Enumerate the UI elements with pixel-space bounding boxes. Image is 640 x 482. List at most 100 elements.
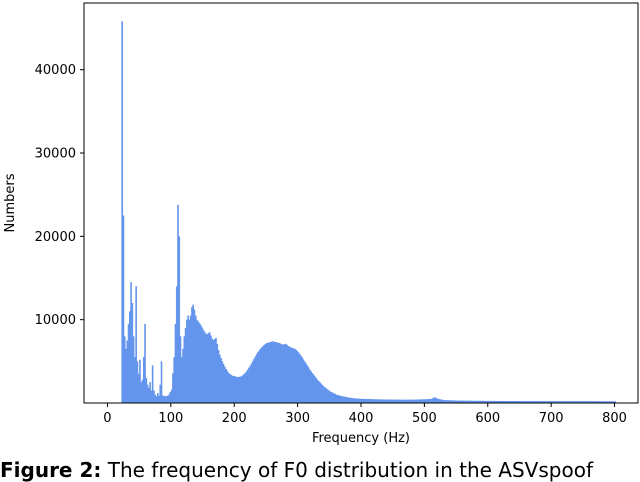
histogram-bar xyxy=(129,311,131,403)
histogram-bar xyxy=(276,342,278,403)
histogram-bar xyxy=(608,401,610,403)
histogram-bar xyxy=(344,396,347,403)
histogram-bar xyxy=(134,357,136,403)
histogram-bar xyxy=(442,399,444,403)
histogram-bar xyxy=(425,399,428,403)
histogram-bar xyxy=(333,393,335,403)
histogram-bar xyxy=(197,321,200,403)
histogram-bar xyxy=(575,401,577,403)
histogram-bar xyxy=(567,401,570,403)
histogram-bar xyxy=(513,401,515,403)
histogram-bar xyxy=(314,376,316,403)
histogram-bar xyxy=(386,399,388,403)
histogram-bar xyxy=(519,401,522,403)
histogram-bar xyxy=(459,400,462,403)
histogram-bar xyxy=(430,398,433,403)
histogram-bar xyxy=(200,325,202,403)
histogram-bar xyxy=(594,401,596,403)
x-tick-label: 300 xyxy=(285,411,310,426)
histogram-bar xyxy=(246,369,249,403)
histogram-bar xyxy=(137,373,140,403)
histogram-bar xyxy=(234,376,236,403)
histogram-bar xyxy=(431,398,434,403)
histogram-bar xyxy=(123,336,126,403)
histogram-bar xyxy=(167,395,169,403)
x-tick-label: 500 xyxy=(412,411,437,426)
histogram-bar xyxy=(409,399,411,403)
histogram-bar xyxy=(139,359,141,403)
histogram-bar xyxy=(283,344,286,403)
histogram-bar xyxy=(316,379,319,403)
histogram-bar xyxy=(325,388,328,403)
histogram-bar xyxy=(415,399,418,403)
histogram-bar xyxy=(153,390,155,403)
histogram-bar xyxy=(530,401,533,403)
histogram-bar xyxy=(566,401,568,403)
y-tick-label: 20000 xyxy=(35,230,76,245)
histogram-bar xyxy=(609,401,612,403)
histogram-bar xyxy=(433,397,435,403)
histogram-bar xyxy=(230,375,233,403)
histogram-bar xyxy=(483,400,486,403)
histogram-bar xyxy=(213,339,216,403)
histogram-bar xyxy=(217,350,220,403)
histogram-bar xyxy=(155,396,158,403)
histogram-bar xyxy=(561,401,563,403)
histogram-bar xyxy=(481,400,484,403)
histogram-bar xyxy=(445,400,448,403)
histogram-bar xyxy=(452,400,454,404)
histogram-bar xyxy=(490,400,492,403)
histogram-bar xyxy=(489,400,491,403)
histogram-bar xyxy=(121,21,124,404)
histogram-bar xyxy=(154,394,156,403)
histogram-bar xyxy=(267,342,269,403)
histogram-bar xyxy=(600,401,603,403)
histogram-bar xyxy=(331,392,334,403)
histogram-bar xyxy=(520,401,523,403)
histogram-bar xyxy=(485,400,487,403)
histogram-bar xyxy=(305,363,307,403)
histogram-bar xyxy=(584,401,586,403)
histogram-bar xyxy=(231,375,234,403)
histogram-bar xyxy=(347,397,349,403)
y-tick-label: 30000 xyxy=(35,147,76,162)
histogram-bar xyxy=(586,401,589,403)
histogram-bar xyxy=(541,401,543,403)
histogram-bar xyxy=(570,401,572,403)
histogram-bar xyxy=(320,383,323,403)
histogram-bar xyxy=(182,348,184,403)
histogram-bar xyxy=(374,399,377,403)
histogram-bar xyxy=(254,356,257,403)
histogram-bar xyxy=(274,342,277,403)
histogram-bar xyxy=(293,348,296,403)
histogram-bar xyxy=(416,399,419,403)
histogram-bar xyxy=(596,401,599,403)
histogram-bar xyxy=(397,399,400,403)
histogram-bar xyxy=(603,401,605,403)
histogram-bar xyxy=(298,353,301,403)
histogram-bar xyxy=(495,400,497,403)
histogram-bar xyxy=(264,344,267,403)
histogram-bar xyxy=(238,377,240,403)
histogram-bar xyxy=(576,401,579,403)
histogram-bar xyxy=(390,399,392,403)
histogram-bar xyxy=(505,401,508,403)
histogram-bar xyxy=(580,401,582,403)
histogram-bar xyxy=(605,401,608,403)
histogram-bar xyxy=(368,399,371,403)
histogram-bar xyxy=(322,386,325,403)
histogram-bar xyxy=(270,341,273,403)
histogram-bar xyxy=(527,401,529,403)
histogram-bar xyxy=(383,399,386,403)
histogram-bar xyxy=(598,401,600,403)
histogram-bar xyxy=(571,401,574,403)
histogram-bar xyxy=(440,399,443,403)
histogram-bar xyxy=(470,400,472,403)
histogram-bar xyxy=(537,401,539,403)
histogram-bar xyxy=(423,399,425,403)
histogram-bar xyxy=(515,401,518,403)
histogram-bar xyxy=(502,401,505,403)
histogram-bar xyxy=(480,400,482,403)
histogram-bar xyxy=(324,387,326,403)
histogram-bar xyxy=(180,357,183,403)
